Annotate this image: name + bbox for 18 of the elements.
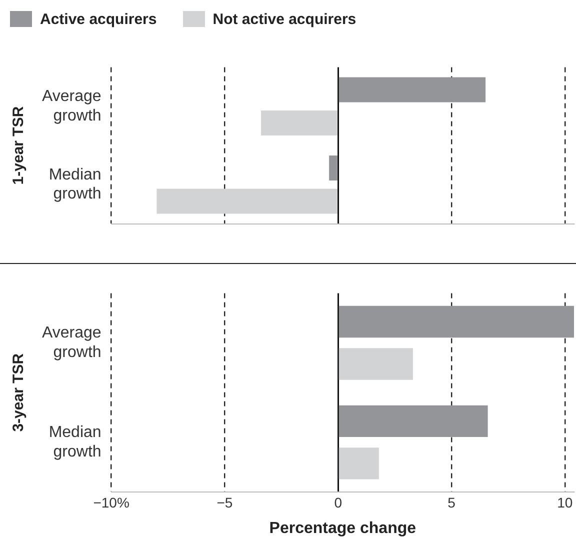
y-axis-title: 3-year TSR (10, 353, 28, 432)
y-tick-label: Median growth (48, 424, 102, 460)
x-tick-label: 10 (557, 494, 573, 510)
y-tick-label: Median growth (48, 166, 102, 203)
x-tick-label: −5 (216, 494, 233, 510)
y-axis-title: 1-year TSR (10, 106, 28, 185)
y-tick-label: Average growth (42, 88, 102, 124)
bar (338, 348, 413, 380)
x-tick-label: −10% (93, 494, 130, 510)
bar (338, 448, 379, 480)
x-tick-label: 5 (448, 494, 456, 510)
x-tick-label: 0 (334, 494, 342, 510)
bar (338, 405, 488, 438)
legend-label: Active acquirers (40, 10, 157, 28)
bar (338, 306, 574, 338)
x-axis-title: Percentage change (269, 520, 416, 537)
legend-label: Not active acquirers (212, 10, 356, 28)
y-tick-label: Average growth (42, 324, 102, 361)
